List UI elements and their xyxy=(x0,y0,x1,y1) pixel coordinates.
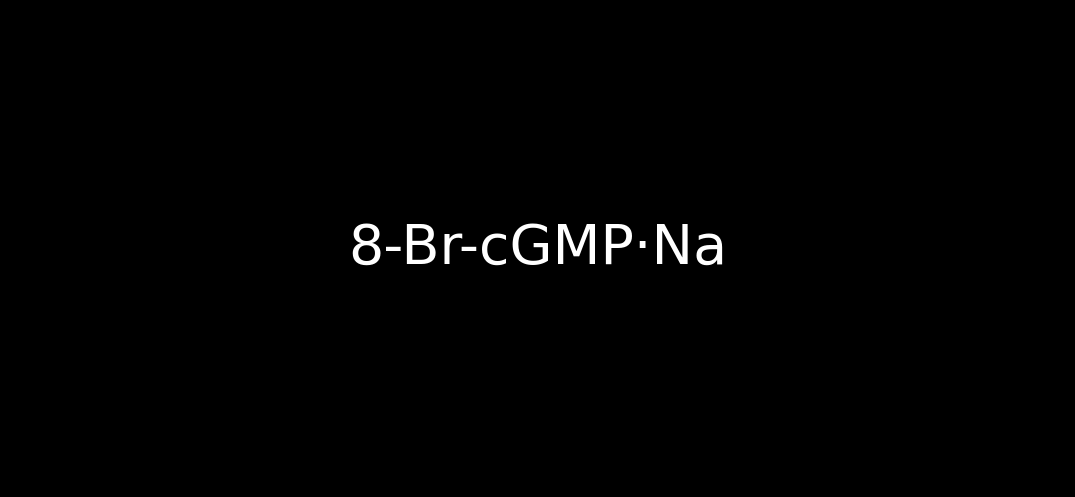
Text: 8-Br-cGMP·Na: 8-Br-cGMP·Na xyxy=(348,222,727,275)
